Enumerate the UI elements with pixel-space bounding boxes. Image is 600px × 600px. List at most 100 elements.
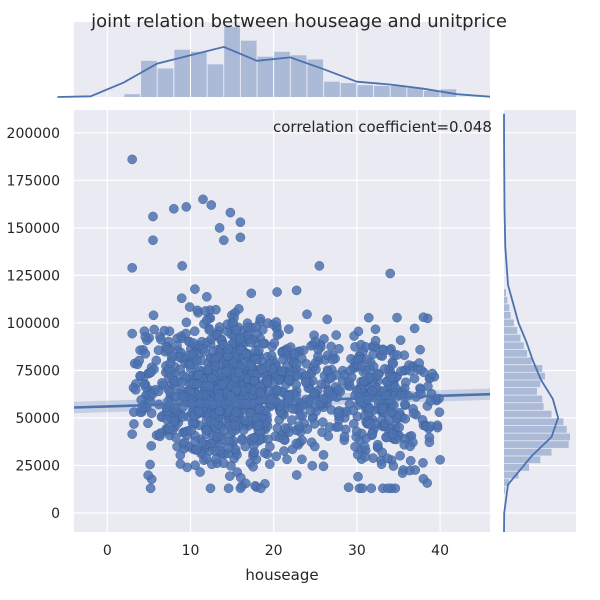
regression-group [73,388,491,414]
y-tick-label: 175000 [7,173,60,189]
x-tick-label: 0 [103,543,112,559]
scatter-point [370,324,381,335]
scatter-point [360,451,371,462]
scatter-point [302,424,313,434]
right-hist-bar [504,334,521,342]
top-hist-bar [141,60,157,97]
scatter-point [235,232,246,243]
scatter-point [198,194,208,205]
x-tick-label: 10 [182,543,200,559]
scatter-point [314,261,325,271]
scatter-point [251,322,261,332]
right-hist-bar [504,365,543,372]
right-hist-bar [504,349,528,357]
top-hist-bar [240,40,257,97]
scatter-point [148,211,158,222]
scatter-point [179,437,190,448]
right-hist-bar [504,311,511,319]
right-hist-bar [504,372,545,380]
scatter-point [257,364,268,375]
scatter-point [211,454,221,465]
scatter-point [331,330,342,340]
scatter-point [188,338,199,348]
scatter-point [223,442,234,453]
scatter-point [211,431,222,442]
scatter-point [291,438,302,449]
x-tick-label: 30 [348,543,366,559]
top-hist-bar [324,81,340,97]
scatter-point [178,392,189,402]
scatter-point [271,451,282,462]
scatter-point [233,367,244,378]
scatter-point [238,425,249,435]
scatter-point [294,421,304,431]
right-hist-bar [504,479,510,486]
scatter-point [370,335,381,346]
scatter-point [191,355,202,366]
scatter-point [400,413,411,424]
scatter-point [248,433,259,443]
scatter-point [356,361,367,371]
scatter-point [284,375,294,385]
right-hist-bar [504,448,552,456]
joint-panel: 0 10 20 30 40 0 25000 50000 75000 100000 125000 15… [7,110,492,584]
top-marginal-kde-line [57,45,491,98]
right-hist-bar [504,395,543,403]
scatter-point [416,364,426,375]
scatter-point [135,371,145,381]
scatter-point [384,415,395,426]
scatter-point [266,350,277,361]
scatter-point [246,288,257,299]
scatter-point [333,384,344,395]
scatter-point [334,343,344,354]
top-hist-bar [174,49,190,97]
y-tick-label: 125000 [7,268,60,284]
top-hist-bar [274,51,290,97]
scatter-point [235,217,246,227]
scatter-point [217,379,227,390]
scatter-point [221,366,232,377]
scatter-point [327,354,338,365]
y-tick-label: 25000 [15,458,60,474]
scatter-point [367,429,377,440]
scatter-point [165,358,176,369]
scatter-point [186,425,196,436]
scatter-point [199,346,210,357]
scatter-point [432,420,443,431]
scatter-point [192,305,203,316]
y-tick-label: 150000 [7,221,60,237]
scatter-point [365,418,376,429]
scatter-point [164,423,175,433]
regression-line [73,392,491,409]
scatter-point [193,406,204,417]
scatter-point [427,368,438,379]
scatter-point [317,427,327,437]
scatter-point [204,325,215,335]
scatter-point [298,345,309,356]
scatter-point [392,350,402,360]
scatter-point [181,317,192,328]
scatter-point [297,454,307,465]
scatter-point [176,377,187,388]
scatter-point [271,317,282,327]
scatter-point [418,312,429,323]
scatter-point [218,458,229,469]
scatter-point [305,405,316,416]
scatter-point [157,378,167,388]
y-tick-label: 75000 [15,363,60,379]
scatter-point [313,351,323,362]
scatter-point [237,435,247,445]
scatter-point [201,291,212,302]
scatter-point [271,384,282,395]
scatter-point [376,459,387,470]
right-hist-bar [504,486,506,494]
scatter-point [231,407,241,418]
scatter-point [388,461,399,471]
y-tick-label: 50000 [15,411,60,427]
scatter-point [190,436,200,447]
top-hist-bar [190,51,207,97]
y-tick-label: 100000 [7,316,60,332]
scatter-point [366,483,377,494]
scatter-point [289,348,300,359]
